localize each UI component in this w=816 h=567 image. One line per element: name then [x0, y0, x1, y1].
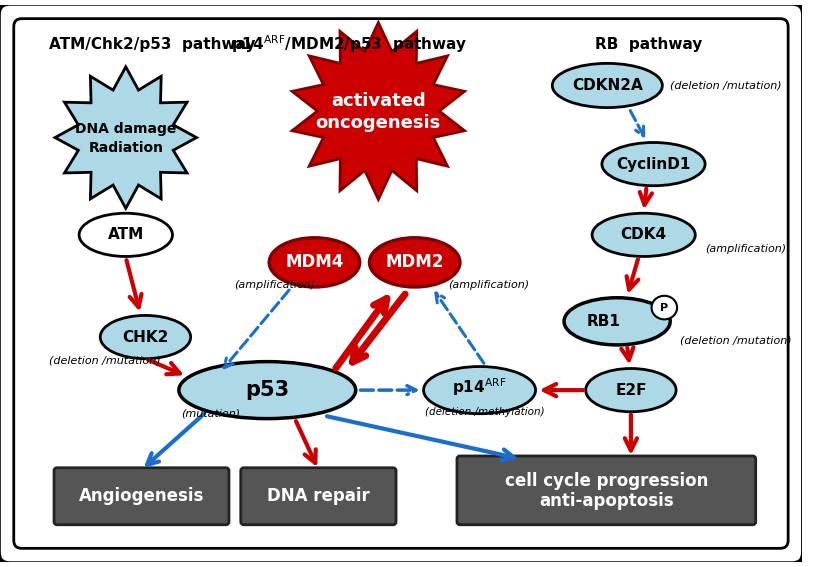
Ellipse shape [592, 213, 695, 256]
Text: oncogenesis: oncogenesis [316, 114, 441, 132]
Ellipse shape [79, 213, 172, 256]
Ellipse shape [370, 238, 460, 287]
Text: CyclinD1: CyclinD1 [616, 156, 690, 172]
Text: (amplification): (amplification) [234, 280, 315, 290]
Text: RB  pathway: RB pathway [595, 37, 703, 52]
FancyBboxPatch shape [10, 15, 792, 552]
FancyBboxPatch shape [14, 19, 788, 548]
Text: activated: activated [331, 92, 426, 110]
Text: anti-apoptosis: anti-apoptosis [539, 492, 674, 510]
Text: p14$^{\mathrm{ARF}}$: p14$^{\mathrm{ARF}}$ [452, 376, 507, 398]
Text: MDM2: MDM2 [385, 253, 444, 272]
Text: ATM/Chk2/p53  pathway: ATM/Chk2/p53 pathway [49, 37, 255, 52]
Polygon shape [55, 67, 197, 208]
Text: Angiogenesis: Angiogenesis [79, 487, 204, 505]
Ellipse shape [564, 298, 670, 345]
Text: CDK4: CDK4 [621, 227, 667, 242]
FancyBboxPatch shape [241, 468, 396, 524]
Text: p14$^{\mathrm{ARF}}$/MDM2/p53  pathway: p14$^{\mathrm{ARF}}$/MDM2/p53 pathway [231, 33, 467, 55]
Text: CDKN2A: CDKN2A [572, 78, 643, 93]
Text: (deletion /mutation): (deletion /mutation) [49, 356, 161, 366]
Ellipse shape [651, 296, 677, 319]
Text: DNA repair: DNA repair [267, 487, 370, 505]
Text: p53: p53 [246, 380, 290, 400]
FancyBboxPatch shape [0, 3, 804, 564]
Ellipse shape [100, 315, 191, 359]
Ellipse shape [424, 366, 535, 414]
Text: MDM4: MDM4 [286, 253, 344, 272]
Ellipse shape [552, 64, 663, 108]
Ellipse shape [179, 362, 356, 418]
Ellipse shape [269, 238, 360, 287]
Text: cell cycle progression: cell cycle progression [504, 472, 708, 489]
Text: (amplification): (amplification) [448, 280, 530, 290]
Ellipse shape [586, 369, 676, 412]
Text: P: P [660, 303, 668, 312]
Text: (deletion /mutation): (deletion /mutation) [670, 81, 782, 91]
Text: (deletion /mutation): (deletion /mutation) [680, 336, 792, 346]
Text: (amplification): (amplification) [706, 244, 787, 253]
Text: DNA damage: DNA damage [75, 122, 176, 136]
Polygon shape [292, 23, 464, 200]
FancyBboxPatch shape [54, 468, 229, 524]
Text: ATM: ATM [108, 227, 144, 242]
Ellipse shape [602, 142, 705, 186]
Text: RB1: RB1 [587, 314, 620, 329]
Text: CHK2: CHK2 [122, 329, 169, 345]
Text: (mutation): (mutation) [180, 409, 240, 418]
Text: E2F: E2F [615, 383, 646, 397]
FancyBboxPatch shape [457, 456, 756, 524]
Text: Radiation: Radiation [88, 141, 163, 155]
Text: (deletion /methylation): (deletion /methylation) [424, 407, 544, 417]
